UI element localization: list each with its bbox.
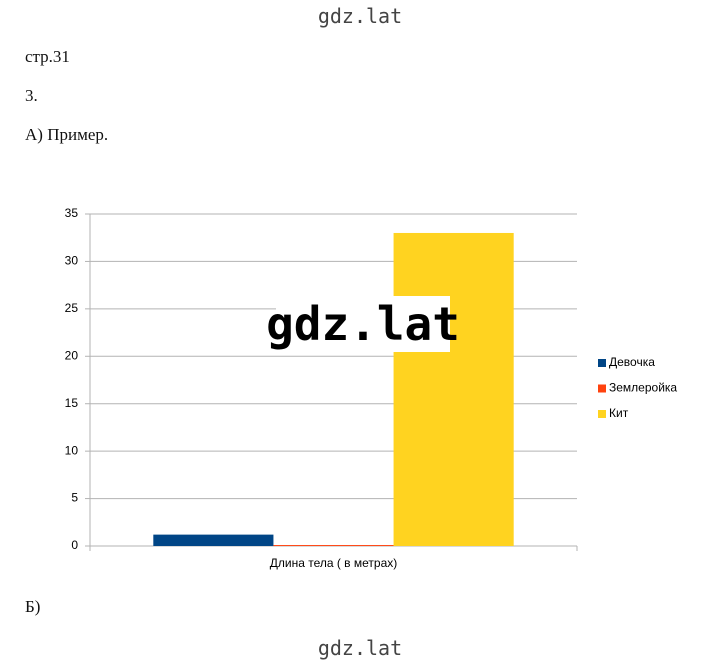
y-tick-label: 35 [65,206,79,220]
task-number: 3. [25,86,38,105]
y-tick-label: 10 [65,443,79,457]
watermark-box [276,296,450,352]
bar [153,534,274,546]
y-tick-label: 5 [71,491,78,505]
x-tick-label: Длина тела ( в метрах) [270,556,398,570]
legend-swatch [598,384,606,393]
legend-swatch [598,359,606,367]
chart: 0 5 10 15 20 25 30 35 Длина тела ( в метрах) Дево… [65,206,678,570]
bar [393,232,514,546]
watermark: gdz.lat [318,4,402,28]
y-tick-label: 15 [65,396,79,410]
legend-swatch [598,410,606,418]
y-tick-label: 20 [65,348,79,362]
legend-label: Кит [609,406,629,420]
watermark: gdz.lat [318,636,402,660]
bar [273,545,394,546]
legend-label: Землеройка [609,381,677,395]
page-ref: стр.31 [25,47,70,66]
watermark: gdz.lat [266,297,460,351]
part-a: А) Пример. [25,125,108,144]
y-tick-label: 25 [65,301,79,315]
part-b: Б) [25,597,40,616]
legend-label: Девочка [609,355,655,369]
y-tick-label: 30 [65,254,79,268]
y-tick-label: 0 [71,538,78,552]
